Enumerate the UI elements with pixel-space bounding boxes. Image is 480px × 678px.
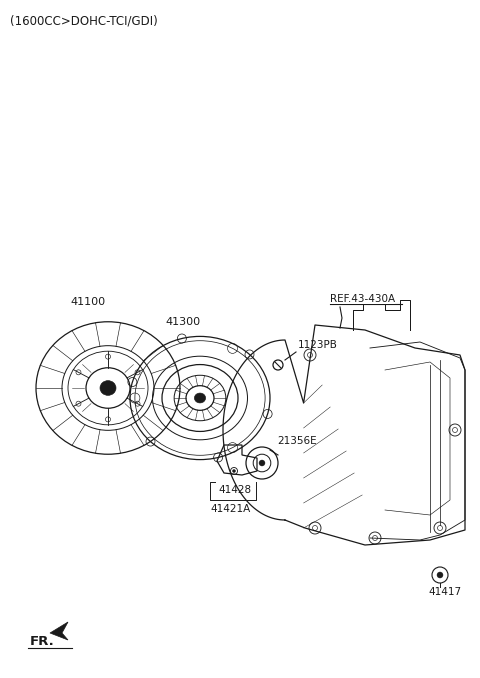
Ellipse shape xyxy=(194,393,205,403)
Text: 21356E: 21356E xyxy=(277,436,317,446)
Circle shape xyxy=(437,572,443,578)
Circle shape xyxy=(232,469,236,473)
Text: 1123PB: 1123PB xyxy=(298,340,338,350)
Text: (1600CC>DOHC-TCI/GDI): (1600CC>DOHC-TCI/GDI) xyxy=(10,15,158,28)
Text: 41417: 41417 xyxy=(428,587,461,597)
Circle shape xyxy=(259,460,265,466)
Text: FR.: FR. xyxy=(30,635,55,648)
Text: 41428: 41428 xyxy=(218,485,251,495)
Polygon shape xyxy=(50,622,68,640)
Text: 41100: 41100 xyxy=(70,297,105,307)
Text: 41300: 41300 xyxy=(165,317,200,327)
Text: 41421A: 41421A xyxy=(210,504,250,514)
Text: REF.43-430A: REF.43-430A xyxy=(330,294,395,304)
Ellipse shape xyxy=(100,380,116,395)
